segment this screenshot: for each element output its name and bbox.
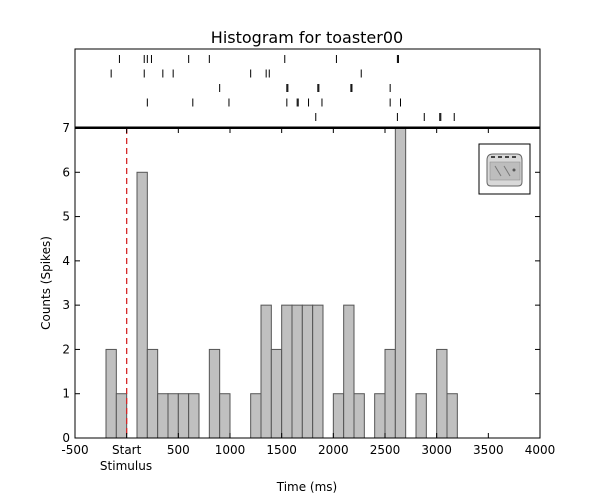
histogram-bar-4 [146,348,159,439]
histogram-bar-30 [415,393,427,439]
histogram-bar-17 [281,304,293,439]
x-tick-label-9: 4000 [525,443,556,457]
raster-spikes [110,55,455,121]
y-tick-label-6: 6 [62,165,70,179]
histogram-bar-26 [374,393,386,439]
histogram-bar-6 [167,393,179,439]
histogram-bar-7 [177,393,190,439]
histogram-bar-23 [343,304,355,439]
histogram-bar-8 [188,393,200,439]
x-tick-label-1: Start [112,443,142,457]
histogram-bar-24 [353,393,365,439]
histogram-bar-19 [301,304,314,439]
y-tick-label-7: 7 [62,121,70,135]
x-axis-ticks: -500 Start 500 1000 1500 2000 2500 3000 3500 4000 [61,128,555,457]
x-tick-label-8: 3500 [473,443,504,457]
y-tick-label-3: 3 [62,298,70,312]
x-tick-label-3: 1000 [215,443,246,457]
x-tick-label-5: 2000 [318,443,349,457]
histogram-bar-16 [270,348,283,439]
chart-title: Histogram for toaster00 [211,28,403,47]
y-tick-label-2: 2 [62,342,70,356]
histogram-bar-28 [394,127,407,439]
toaster-icon [478,143,531,195]
histogram-bar-0 [105,348,117,439]
histogram-bar-20 [312,304,324,439]
y-axis-label: Counts (Spikes) [39,236,53,330]
histogram-bar-1 [115,393,128,439]
histogram-bar-5 [157,393,169,439]
x-tick-label-4: 1500 [266,443,297,457]
stimulus-label: Stimulus [100,459,152,473]
x-tick-label-6: 2500 [370,443,401,457]
histogram-bar-27 [384,348,396,439]
x-axis-label: Time (ms) [276,480,338,494]
histogram-bar-14 [250,393,262,439]
y-tick-label-5: 5 [62,210,70,224]
histogram-bar-32 [436,348,448,439]
x-tick-label-7: 3000 [421,443,452,457]
y-tick-label-4: 4 [62,254,70,268]
histogram-bars [105,127,458,439]
y-tick-label-0: 0 [62,431,70,445]
y-axis-ticks: 0 1 2 3 4 5 6 7 [62,121,540,445]
histogram-bar-15 [260,304,272,439]
histogram-bar-11 [219,393,231,439]
histogram-bar-18 [291,304,303,439]
y-tick-label-1: 1 [62,387,70,401]
x-tick-label-2: 500 [167,443,190,457]
histogram-bar-10 [208,348,221,439]
histogram-bar-22 [332,393,345,439]
histogram-bar-3 [136,171,148,439]
raster-panel [74,48,541,128]
x-tick-label-0: -500 [61,443,88,457]
histogram-bar-33 [446,393,458,439]
